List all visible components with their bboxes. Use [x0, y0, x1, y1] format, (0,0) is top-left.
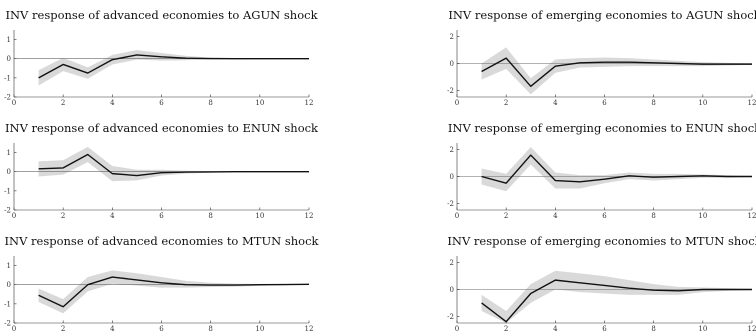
- x-tick-label: 8: [651, 325, 655, 333]
- chart-panel-5: INV response of advanced economies to MT…: [4, 234, 319, 333]
- x-tick-label: 8: [651, 99, 655, 107]
- x-tick-label: 12: [305, 325, 314, 333]
- chart-title: INV response of advanced economies to MT…: [4, 234, 319, 248]
- x-tick-label: 10: [255, 99, 264, 107]
- x-tick-label: 10: [255, 325, 264, 333]
- x-tick-label: 4: [110, 325, 115, 333]
- x-tick-label: 6: [602, 325, 607, 333]
- y-tick-label: -1: [4, 187, 11, 195]
- y-tick-label: -2: [447, 87, 454, 95]
- y-tick-label: -2: [447, 313, 454, 321]
- y-tick-label: 0: [7, 55, 11, 63]
- chart-title: INV response of emerging economies to AG…: [448, 8, 756, 22]
- x-tick-label: 2: [504, 99, 508, 107]
- x-tick-label: 4: [553, 212, 558, 220]
- y-tick-label: 2: [450, 259, 454, 267]
- x-tick-label: 12: [748, 212, 756, 220]
- x-tick-label: 6: [159, 99, 164, 107]
- y-tick-label: -1: [4, 300, 11, 308]
- response-line: [38, 153, 309, 177]
- x-tick-label: 0: [12, 212, 16, 220]
- x-tick-label: 12: [305, 212, 314, 220]
- x-tick-label: 8: [651, 212, 655, 220]
- y-tick-label: 2: [450, 146, 454, 154]
- y-tick-label: 0: [450, 60, 454, 68]
- chart-panel-1: INV response of advanced economies to AG…: [4, 8, 318, 107]
- y-tick-label: -1: [4, 74, 11, 82]
- response-line: [38, 54, 309, 79]
- x-tick-label: 6: [159, 212, 164, 220]
- x-tick-label: 4: [553, 99, 558, 107]
- confidence-band: [481, 47, 752, 95]
- chart-panel-4: INV response of emerging economies to EN…: [447, 121, 756, 220]
- confidence-band: [481, 270, 752, 323]
- x-tick-label: 0: [12, 325, 16, 333]
- chart-title: INV response of emerging economies to MT…: [447, 234, 756, 248]
- y-tick-label: -2: [4, 320, 11, 328]
- y-tick-label: -2: [4, 94, 11, 102]
- x-tick-label: 0: [455, 99, 459, 107]
- y-tick-label: 1: [7, 36, 11, 44]
- x-tick-label: 8: [208, 99, 212, 107]
- y-tick-label: 0: [7, 168, 11, 176]
- confidence-band: [481, 147, 752, 192]
- confidence-band: [38, 50, 309, 86]
- x-tick-label: 6: [602, 99, 607, 107]
- y-tick-label: 2: [450, 33, 454, 41]
- x-tick-label: 6: [159, 325, 164, 333]
- response-line: [481, 57, 752, 87]
- x-tick-label: 8: [208, 212, 212, 220]
- chart-panel-6: INV response of emerging economies to MT…: [447, 234, 756, 333]
- x-tick-label: 10: [698, 325, 707, 333]
- x-tick-label: 4: [553, 325, 558, 333]
- chart-panel-3: INV response of advanced economies to EN…: [4, 121, 319, 220]
- x-tick-label: 12: [748, 99, 756, 107]
- x-tick-label: 2: [504, 325, 508, 333]
- x-tick-label: 4: [110, 99, 115, 107]
- response-line: [481, 154, 752, 184]
- chart-title: INV response of advanced economies to EN…: [5, 121, 319, 135]
- confidence-band: [38, 146, 309, 182]
- x-tick-label: 10: [698, 99, 707, 107]
- x-tick-label: 12: [305, 99, 314, 107]
- x-tick-label: 8: [208, 325, 212, 333]
- y-tick-label: 0: [450, 173, 454, 181]
- chart-title: INV response of advanced economies to AG…: [5, 8, 318, 22]
- x-tick-label: 2: [61, 99, 65, 107]
- x-tick-label: 10: [698, 212, 707, 220]
- y-tick-label: 1: [7, 149, 11, 157]
- confidence-band: [38, 270, 309, 314]
- chart-panel-2: INV response of emerging economies to AG…: [447, 8, 756, 107]
- x-tick-label: 2: [61, 325, 65, 333]
- y-tick-label: 0: [450, 286, 454, 294]
- x-tick-label: 2: [61, 212, 65, 220]
- x-tick-label: 6: [602, 212, 607, 220]
- x-tick-label: 10: [255, 212, 264, 220]
- y-tick-label: -2: [4, 207, 11, 215]
- x-tick-label: 0: [455, 325, 459, 333]
- response-line: [38, 276, 310, 308]
- chart-title: INV response of emerging economies to EN…: [448, 121, 756, 135]
- x-tick-label: 0: [12, 99, 16, 107]
- x-tick-label: 4: [110, 212, 115, 220]
- x-tick-label: 2: [504, 212, 508, 220]
- y-tick-label: 1: [7, 262, 11, 270]
- y-tick-label: -2: [447, 200, 454, 208]
- response-line: [481, 279, 752, 323]
- x-tick-label: 0: [455, 212, 459, 220]
- y-tick-label: 0: [7, 281, 11, 289]
- x-tick-label: 12: [748, 325, 756, 333]
